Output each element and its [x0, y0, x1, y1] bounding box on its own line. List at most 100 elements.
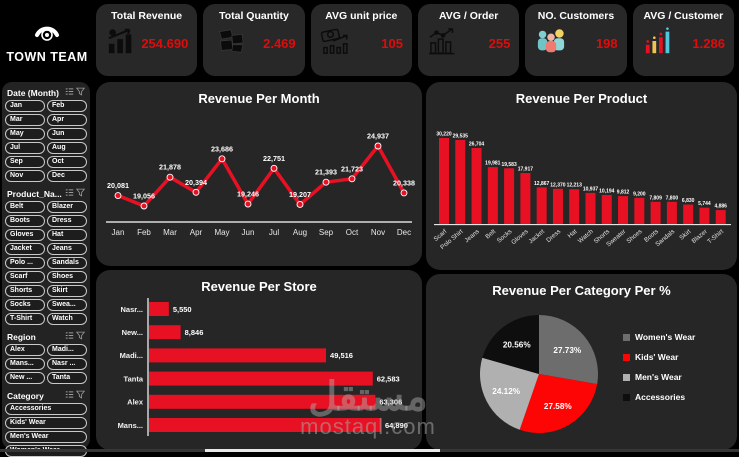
slicer-item-jul[interactable]: Jul — [5, 142, 45, 154]
slicer-item-sandals[interactable]: Sandals — [47, 257, 87, 269]
slicer-item-apr[interactable]: Apr — [47, 114, 87, 126]
slicer-item-jun[interactable]: Jun — [47, 128, 87, 140]
data-point-marker[interactable] — [374, 142, 382, 150]
slicer-item-mans[interactable]: Mans... — [5, 358, 45, 370]
slicer-item-feb[interactable]: Feb — [47, 100, 87, 112]
bar[interactable] — [552, 188, 563, 224]
data-label: 19,246 — [237, 190, 259, 199]
bar[interactable] — [455, 139, 466, 224]
multi-select-icon[interactable] — [65, 87, 74, 98]
slicer-item-jacket[interactable]: Jacket — [5, 243, 45, 255]
bar[interactable] — [666, 201, 677, 224]
data-point-marker[interactable] — [140, 202, 148, 210]
slicer-item-dec[interactable]: Dec — [47, 170, 87, 182]
slicer-item-socks[interactable]: Socks — [5, 299, 45, 311]
data-point-marker[interactable] — [296, 201, 304, 208]
pie-slice-men-s-wear[interactable] — [480, 357, 539, 430]
slicer-item-skirt[interactable]: Skirt — [47, 285, 87, 297]
revenue-line[interactable] — [116, 144, 406, 208]
legend-item-kids-wear[interactable]: Kids' Wear — [623, 352, 731, 362]
slicer-item-watch[interactable]: Watch — [47, 313, 87, 325]
data-point-marker[interactable] — [244, 200, 252, 208]
x-axis-label: Jeans — [463, 228, 480, 244]
bar[interactable] — [601, 194, 612, 224]
legend-item-men-s-wear[interactable]: Men's Wear — [623, 372, 731, 382]
legend-item-accessories[interactable]: Accessories — [623, 392, 731, 402]
slicer-item-belt[interactable]: Belt — [5, 201, 45, 213]
bar[interactable] — [149, 302, 169, 316]
slicer-item-accessories[interactable]: Accessories — [5, 403, 87, 415]
bar[interactable] — [149, 348, 327, 363]
slicer-item-new[interactable]: New ... — [5, 372, 45, 384]
pie-slice-women-s-wear[interactable] — [539, 315, 598, 385]
clear-filter-icon[interactable] — [75, 87, 86, 98]
slicer-item-scarf[interactable]: Scarf — [5, 271, 45, 283]
bar[interactable] — [536, 187, 547, 224]
data-label: 8,846 — [185, 328, 204, 337]
slicer-item-tanta[interactable]: Tanta — [47, 372, 87, 384]
slicer-item-sep[interactable]: Sep — [5, 156, 45, 168]
slicer-item-gloves[interactable]: Gloves — [5, 229, 45, 241]
bar[interactable] — [471, 148, 482, 224]
slicer-item-dress[interactable]: Dress — [47, 215, 87, 227]
bar[interactable] — [634, 197, 645, 224]
slicer-item-boots[interactable]: Boots — [5, 215, 45, 227]
data-point-marker[interactable] — [218, 155, 226, 163]
multi-select-icon[interactable] — [65, 188, 74, 199]
slicer-item-blazer[interactable]: Blazer — [47, 201, 87, 213]
slicer-item-jeans[interactable]: Jeans — [47, 243, 87, 255]
slicer-item-alex[interactable]: Alex — [5, 344, 45, 356]
bar[interactable] — [149, 325, 181, 340]
data-point-marker[interactable] — [322, 178, 330, 186]
slicer-item-nasr[interactable]: Nasr ... — [47, 358, 87, 370]
pie-slice-kids-wear[interactable] — [519, 374, 598, 433]
legend-item-women-s-wear[interactable]: Women's Wear — [623, 332, 731, 342]
slicer-item-shoes[interactable]: Shoes — [47, 271, 87, 283]
bar[interactable] — [715, 210, 726, 224]
slicer-item-kids-wear[interactable]: Kids' Wear — [5, 417, 87, 429]
pie-slice-accessories[interactable] — [482, 315, 539, 374]
clear-filter-icon[interactable] — [75, 331, 86, 342]
slicer-item-hat[interactable]: Hat — [47, 229, 87, 241]
slicer-item-shorts[interactable]: Shorts — [5, 285, 45, 297]
bar[interactable] — [650, 201, 661, 224]
multi-select-icon[interactable] — [65, 390, 74, 401]
clear-filter-icon[interactable] — [75, 390, 86, 401]
bar[interactable] — [504, 168, 515, 224]
pie-legend: Women's Wear Kids' Wear Men's Wear Accessor… — [623, 332, 731, 412]
multi-select-icon[interactable] — [65, 331, 74, 342]
slicer-item-mar[interactable]: Mar — [5, 114, 45, 126]
data-label: 30,220 — [436, 132, 452, 138]
bar[interactable] — [149, 418, 381, 432]
slicer-item-jan[interactable]: Jan — [5, 100, 45, 112]
bar[interactable] — [683, 204, 694, 224]
bar[interactable] — [699, 207, 710, 224]
bar[interactable] — [439, 138, 449, 224]
bar[interactable] — [585, 192, 596, 224]
slicer-item-nov[interactable]: Nov — [5, 170, 45, 182]
data-point-marker[interactable] — [192, 188, 200, 196]
data-point-marker[interactable] — [348, 175, 356, 183]
bar[interactable] — [520, 173, 531, 224]
bar[interactable] — [487, 167, 498, 224]
revenue-growth-icon — [105, 26, 139, 61]
slicer-item-madi[interactable]: Madi... — [47, 344, 87, 356]
data-point-marker[interactable] — [166, 173, 174, 181]
bar[interactable] — [149, 394, 376, 409]
kpi-body: 198 — [532, 26, 619, 61]
clear-filter-icon[interactable] — [75, 188, 86, 199]
slicer-item-oct[interactable]: Oct — [47, 156, 87, 168]
data-point-marker[interactable] — [114, 192, 122, 199]
slicer-item-may[interactable]: May — [5, 128, 45, 140]
data-point-marker[interactable] — [270, 164, 278, 172]
slicer-item-men-s-wear[interactable]: Men's Wear — [5, 431, 87, 443]
slicer-item-polo[interactable]: Polo ... — [5, 257, 45, 269]
slicer-product-na: Product_Na... Belt Blazer Boots Dress Gloves H… — [5, 188, 87, 325]
slicer-item-t-shirt[interactable]: T-Shirt — [5, 313, 45, 325]
data-point-marker[interactable] — [400, 189, 408, 197]
bar[interactable] — [149, 371, 373, 386]
slicer-item-swea[interactable]: Swea... — [47, 299, 87, 311]
bar[interactable] — [569, 189, 580, 224]
bar[interactable] — [618, 196, 629, 224]
slicer-item-aug[interactable]: Aug — [47, 142, 87, 154]
